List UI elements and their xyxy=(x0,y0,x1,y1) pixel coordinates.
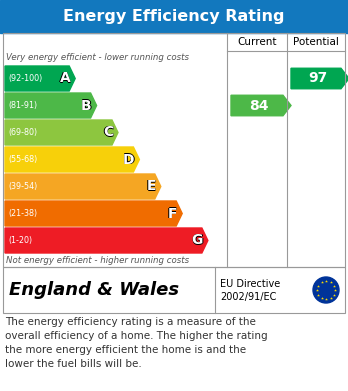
Text: E: E xyxy=(146,179,156,194)
Polygon shape xyxy=(231,95,291,116)
Text: E: E xyxy=(146,180,156,194)
Text: Very energy efficient - lower running costs: Very energy efficient - lower running co… xyxy=(6,54,189,63)
Text: E: E xyxy=(146,179,156,193)
Text: 2002/91/EC: 2002/91/EC xyxy=(220,292,276,302)
Text: B: B xyxy=(81,99,92,113)
Text: D: D xyxy=(122,152,134,167)
Text: (39-54): (39-54) xyxy=(8,182,37,191)
Polygon shape xyxy=(5,93,97,118)
Polygon shape xyxy=(5,147,140,172)
Text: G: G xyxy=(191,234,203,248)
Text: England & Wales: England & Wales xyxy=(9,281,179,299)
Text: B: B xyxy=(81,99,92,113)
Text: C: C xyxy=(103,125,113,139)
Text: A: A xyxy=(60,72,71,86)
Text: (69-80): (69-80) xyxy=(8,128,37,137)
Text: (92-100): (92-100) xyxy=(8,74,42,83)
Text: A: A xyxy=(60,72,70,86)
Text: G: G xyxy=(192,233,203,248)
Text: The energy efficiency rating is a measure of the
overall efficiency of a home. T: The energy efficiency rating is a measur… xyxy=(5,317,268,369)
Text: (55-68): (55-68) xyxy=(8,155,37,164)
Text: D: D xyxy=(123,153,134,167)
Text: Current: Current xyxy=(237,37,277,47)
Text: B: B xyxy=(81,98,92,112)
Text: C: C xyxy=(103,126,113,140)
Text: F: F xyxy=(168,206,177,220)
Text: Not energy efficient - higher running costs: Not energy efficient - higher running co… xyxy=(6,256,189,265)
Text: E: E xyxy=(147,179,156,194)
Text: E: E xyxy=(146,179,155,194)
Text: Potential: Potential xyxy=(293,37,339,47)
Text: 84: 84 xyxy=(249,99,269,113)
Polygon shape xyxy=(5,66,75,91)
Text: D: D xyxy=(124,152,135,167)
Text: G: G xyxy=(191,233,203,248)
Polygon shape xyxy=(291,68,348,89)
Text: F: F xyxy=(168,206,178,221)
Polygon shape xyxy=(5,120,118,145)
Text: A: A xyxy=(60,72,70,86)
Text: G: G xyxy=(191,233,203,248)
Text: C: C xyxy=(103,126,113,140)
Text: B: B xyxy=(80,99,91,113)
Polygon shape xyxy=(5,228,208,253)
Polygon shape xyxy=(5,174,161,199)
Text: EU Directive: EU Directive xyxy=(220,280,280,289)
Text: (81-91): (81-91) xyxy=(8,101,37,110)
Text: F: F xyxy=(168,206,177,221)
Text: C: C xyxy=(103,126,113,140)
Bar xyxy=(3,267,345,313)
Text: 97: 97 xyxy=(308,72,327,86)
Bar xyxy=(3,33,345,267)
Text: G: G xyxy=(191,233,203,247)
Text: (1-20): (1-20) xyxy=(8,236,32,245)
Text: D: D xyxy=(123,152,134,166)
Circle shape xyxy=(313,277,339,303)
Text: F: F xyxy=(167,206,177,221)
Text: B: B xyxy=(81,99,92,113)
Text: F: F xyxy=(168,207,177,221)
Text: D: D xyxy=(123,152,134,167)
Polygon shape xyxy=(5,201,182,226)
Text: (21-38): (21-38) xyxy=(8,209,37,218)
Text: Energy Efficiency Rating: Energy Efficiency Rating xyxy=(63,9,285,24)
Text: A: A xyxy=(59,72,70,86)
Bar xyxy=(0,0,348,33)
Text: A: A xyxy=(60,71,70,85)
Text: C: C xyxy=(102,126,112,140)
